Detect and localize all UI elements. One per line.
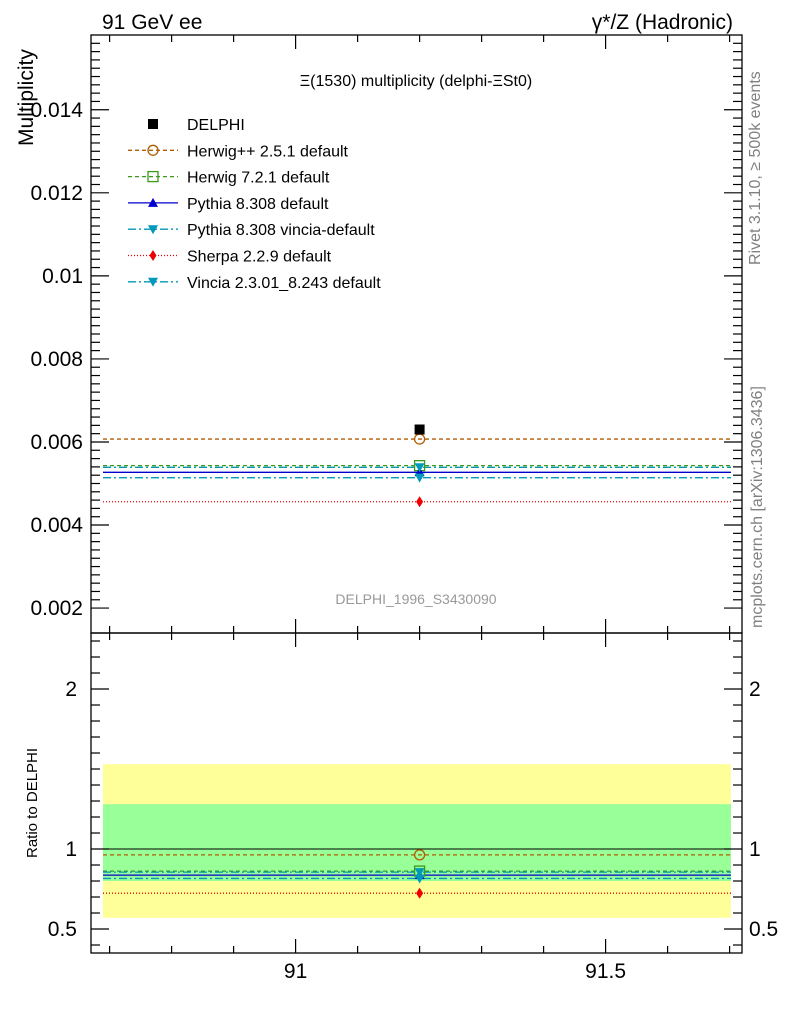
x-tick-label: 91.5 <box>585 960 626 983</box>
legend-marker-herwig-2-5-1-default <box>147 144 159 156</box>
legend-label-herwig-7-2-1-default: Herwig 7.2.1 default <box>187 170 330 187</box>
analysis-watermark: DELPHI_1996_S3430090 <box>335 591 496 607</box>
legend-marker-herwig-7-2-1-default <box>147 170 159 183</box>
y-tick-label: 0.012 <box>30 182 83 205</box>
mcplots-label: mcplots.cern.ch [arXiv:1306.3436] <box>749 386 766 628</box>
series-point-pythia-8-308-vincia-default <box>414 473 425 483</box>
ratio-y-axis-label: Ratio to DELPHI <box>24 748 41 858</box>
legend-label-vincia-2-3-01-8-243-default: Vincia 2.3.01_8.243 default <box>187 275 381 292</box>
legend-marker-delphi <box>148 119 158 129</box>
x-tick-label: 91 <box>284 960 307 983</box>
header-left: 91 GeV ee <box>102 11 202 34</box>
axis-ticks: 0.002 0.004 0.006 0.008 0.01 0.012 0.014 0.5 0.5… <box>30 35 778 983</box>
data-point-delphi <box>414 424 425 435</box>
ratio-point-vincia-2-3-01-8-243-default <box>414 868 425 878</box>
ratio-tick-label: 2 <box>65 678 77 701</box>
ratio-tick-label: 0.5 <box>48 918 77 941</box>
legend-marker-sherpa-2-2-9-default <box>149 250 157 261</box>
legend-marker-pythia-8-308-vincia-default <box>148 225 158 235</box>
legend-label-sherpa-2-2-9-default: Sherpa 2.2.9 default <box>187 249 332 266</box>
series-point-vincia-2-3-01-8-243-default <box>414 463 425 473</box>
y-tick-label: 0.008 <box>30 348 83 371</box>
rivet-label: Rivet 3.1.10, ≥ 500k events <box>747 71 764 265</box>
legend-label-delphi: DELPHI <box>187 117 245 134</box>
y-tick-label: 0.004 <box>30 514 83 537</box>
ratio-panel-frame <box>90 632 743 954</box>
ratio-tick-label-right: 2 <box>749 678 761 701</box>
ratio-tick-label: 1 <box>65 838 77 861</box>
ratio-bands <box>91 764 742 918</box>
ratio-point-herwig-2-5-1-default <box>413 849 426 861</box>
legend-marker-vincia-2-3-01-8-243-default <box>148 277 158 287</box>
legend-marker-pythia-8-308-default <box>148 197 158 207</box>
legend-label-pythia-8-308-vincia-default: Pythia 8.308 vincia-default <box>187 222 375 239</box>
series-point-sherpa-2-2-9-default <box>416 496 424 508</box>
y-tick-label: 0.014 <box>30 99 83 122</box>
y-tick-label: 0.002 <box>30 597 83 620</box>
legend-label-pythia-8-308-default: Pythia 8.308 default <box>187 196 329 213</box>
ratio-point-sherpa-2-2-9-default <box>416 887 424 899</box>
legend-label-herwig-2-5-1-default: Herwig++ 2.5.1 default <box>187 143 349 160</box>
y-tick-label: 0.006 <box>30 431 83 454</box>
y-axis-label: Multiplicity <box>15 49 38 146</box>
ratio-tick-label-right: 1 <box>749 838 761 861</box>
header-right: γ*/Z (Hadronic) <box>592 11 733 34</box>
markers <box>413 424 426 899</box>
ratio-point-pythia-8-308-vincia-default <box>414 874 425 884</box>
legend: DELPHI Herwig++ 2.5.1 default Herwig 7.2.1… <box>128 117 381 292</box>
plot-title: Ξ(1530) multiplicity (delphi-ΞSt0) <box>300 73 532 90</box>
ratio-tick-label-right: 0.5 <box>749 918 778 941</box>
y-tick-label: 0.01 <box>42 265 83 288</box>
